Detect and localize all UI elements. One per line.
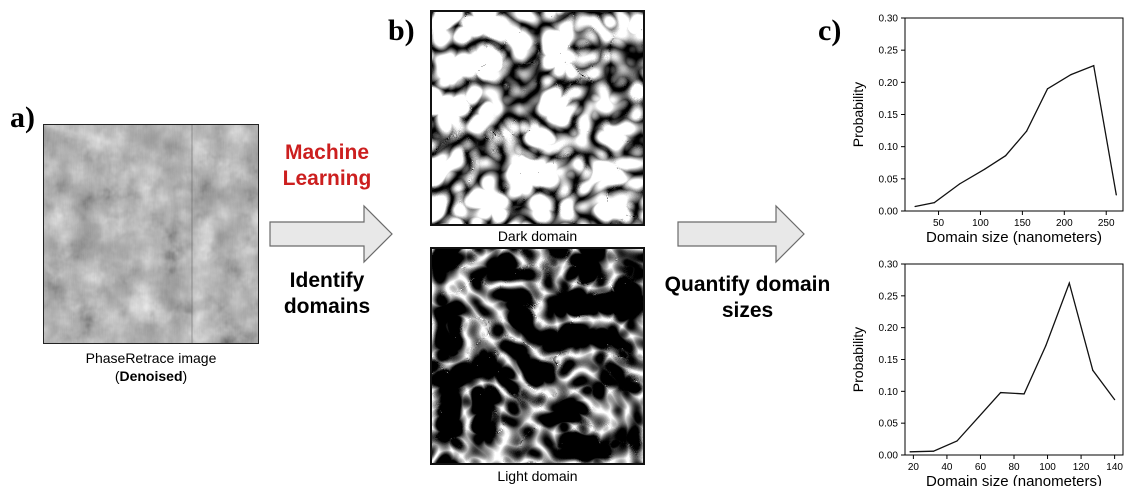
y-tick-label: 0.20 [879,78,899,89]
arrow-2 [677,204,805,264]
x-tick-label: 20 [908,462,920,473]
x-tick-label: 120 [1073,462,1090,473]
dark-domain-pattern [432,12,643,224]
y-tick-label: 0.05 [879,174,899,185]
y-tick-label: 0.10 [879,142,899,153]
identify-line1: Identify [289,269,365,292]
x-tick-label: 200 [1056,218,1073,229]
quantify-line2: sizes [721,299,774,323]
denoised-label: Denoised [119,368,183,384]
y-tick-label: 0.15 [879,355,899,366]
dark-domain-image [430,10,645,226]
arrow-1 [269,204,393,264]
x-tick-label: 40 [941,462,953,473]
chart-top: 0.00 0.05 0.10 0.15 0.20 0.25 0.30 50 100 150 200 2… [850,14,1124,246]
data-point [1093,65,1095,67]
data-point [999,392,1002,394]
quantify-line1: Quantify domain [664,273,831,296]
quantify-domain-sizes-label: Quantify domain sizes [650,272,845,325]
data-point [978,416,980,418]
y-tick-label: 0.20 [879,323,899,334]
data-point [984,168,986,170]
phaseretrace-caption: PhaseRetrace image (Denoised) [43,349,259,385]
y-axis-label: Probability [850,327,866,392]
data-point [1005,155,1007,157]
caption-line2: (Denoised) [114,368,188,384]
panel-b-label: b) [388,14,415,47]
y-tick-label: 0.10 [879,387,899,398]
phaseretrace-texture [44,125,258,343]
light-domain-image [430,247,645,465]
series-line [909,280,1116,453]
y-tick-label: 0.25 [879,291,899,302]
data-point [933,202,935,204]
phaseretrace-image [43,124,259,344]
machine-learning-label: Machine Learning [262,140,392,193]
data-point [909,451,911,453]
series-line [914,64,1117,208]
data-point [1115,194,1117,196]
y-tick-label: 0.05 [879,419,899,430]
x-tick-label: 150 [1014,218,1031,229]
data-point [956,440,958,442]
y-axis-label: Probability [850,82,866,147]
dark-domain-caption: Dark domain [497,228,578,244]
y-tick-label: 0.00 [879,207,899,218]
data-point [932,450,935,452]
data-point [1092,369,1094,371]
data-point [1070,74,1072,76]
data-point [1023,393,1025,395]
data-point [1045,344,1047,347]
panel-c-label: c) [818,14,842,47]
y-tick-label: 0.30 [879,260,899,271]
data-point [1114,399,1116,401]
data-point [914,205,916,208]
ml-line1: Machine [284,141,370,164]
data-point [1046,88,1049,90]
panel-a-label: a) [10,101,35,134]
plot-frame [904,17,1124,212]
x-tick-label: 100 [972,218,989,229]
y-tick-label: 0.15 [879,110,899,121]
x-tick-label: 60 [975,462,987,473]
x-tick-label: 250 [1098,218,1115,229]
y-tick-label: 0.25 [879,46,899,57]
y-tick-label: 0.30 [879,14,899,25]
identify-domains-label: Identify domains [262,268,392,321]
data-point [1025,130,1028,132]
x-axis-label: Domain size (nanometers) [926,229,1102,246]
caption-line1: PhaseRetrace image [85,350,217,366]
y-tick-label: 0.00 [879,451,899,462]
data-point [958,183,961,185]
x-tick-label: 100 [1039,462,1056,473]
light-domain-pattern [432,249,643,463]
data-point [1068,282,1070,284]
ml-line2: Learning [282,167,372,191]
identify-line2: domains [283,295,371,319]
x-axis-label: Domain size (nanometers) [926,473,1102,486]
x-tick-label: 140 [1106,462,1123,473]
light-domain-caption: Light domain [497,468,578,484]
chart-bottom: 0.00 0.05 0.10 0.15 0.20 0.25 0.30 20 40 60 80 100 1… [850,260,1124,486]
x-tick-label: 80 [1008,462,1020,473]
x-tick-label: 50 [933,218,945,229]
